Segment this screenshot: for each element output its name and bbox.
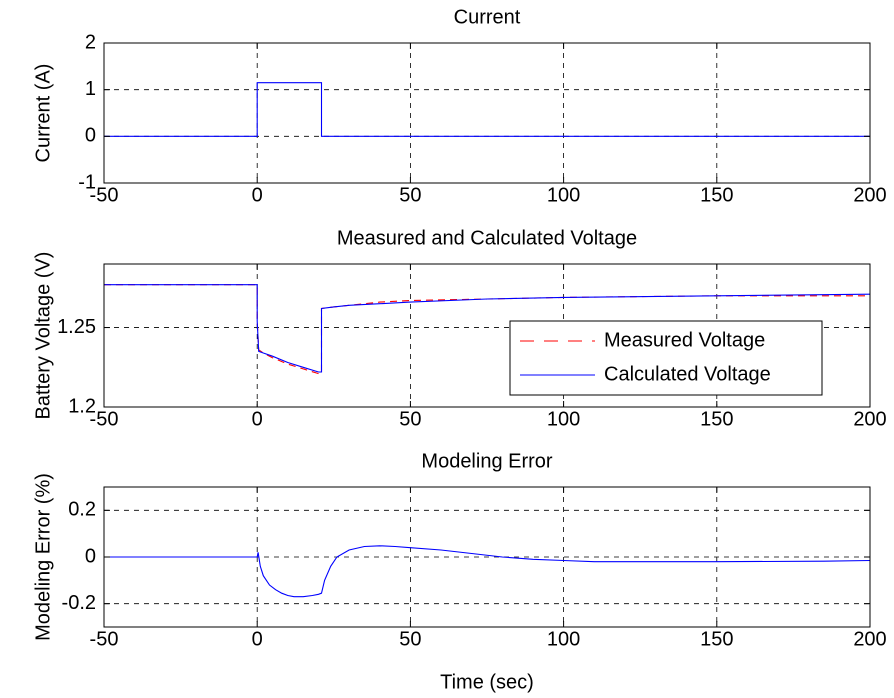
y-tick-label: 1.2	[68, 395, 96, 417]
subplot-3: -50 0 50 100 150 200 -0.2 0 0.2 Modeling Error Mod…	[32, 450, 886, 693]
legend: Measured Voltage Calculated Voltage	[509, 320, 823, 396]
y-axis-label: Current (A)	[32, 64, 54, 163]
subplot-1: -50 0 50 100 150 200 -1 0 1 2 Current Current (A)	[32, 6, 886, 206]
chart-title: Current	[454, 6, 521, 28]
legend-entry: Measured Voltage	[604, 329, 765, 351]
x-tick-label: 150	[700, 408, 733, 430]
axes-box	[103, 263, 871, 408]
y-tick-label: 1.25	[57, 316, 96, 338]
x-tick-label: -50	[90, 628, 119, 650]
x-tick-label: 200	[853, 184, 886, 206]
legend-entry: Calculated Voltage	[604, 363, 771, 385]
x-tick-label: 0	[252, 184, 263, 206]
x-tick-label: 50	[399, 628, 421, 650]
x-tick-label: 50	[399, 184, 421, 206]
x-tick-label: 0	[252, 408, 263, 430]
x-axis-label: Time (sec)	[440, 671, 534, 693]
x-tick-label: 50	[399, 408, 421, 430]
plot-area	[104, 43, 870, 183]
series-line-1	[104, 82, 870, 137]
x-tick-label: 200	[853, 408, 886, 430]
y-axis-label: Battery Voltage (V)	[32, 252, 54, 420]
chart-title: Modeling Error	[421, 450, 553, 472]
y-tick-label: -0.2	[62, 592, 96, 614]
x-tick-label: 0	[252, 628, 263, 650]
x-tick-label: 100	[547, 628, 580, 650]
y-tick-label: 1	[85, 78, 96, 100]
x-tick-label: 150	[700, 628, 733, 650]
x-tick-label: 150	[700, 184, 733, 206]
x-tick-label: 200	[853, 628, 886, 650]
y-tick-label: 0.2	[68, 499, 96, 521]
series-line-1	[104, 545, 870, 598]
x-tick-label: -50	[90, 184, 119, 206]
x-tick-label: -50	[90, 408, 119, 430]
y-tick-label: -1	[78, 171, 96, 193]
x-tick-label: 100	[547, 184, 580, 206]
y-tick-label: 0	[85, 125, 96, 147]
series-line-calculated-voltage	[104, 284, 870, 373]
y-axis-label: Modeling Error (%)	[32, 473, 54, 641]
chart-title: Measured and Calculated Voltage	[337, 227, 637, 249]
subplot-2: -50 0 50 100 150 200 1.2 1.25 Measured and Calcu…	[32, 227, 886, 430]
x-tick-label: 100	[547, 408, 580, 430]
y-tick-label: 0	[85, 545, 96, 567]
y-tick-label: 2	[85, 31, 96, 53]
legend-box	[509, 320, 823, 396]
axes-box	[103, 42, 871, 184]
